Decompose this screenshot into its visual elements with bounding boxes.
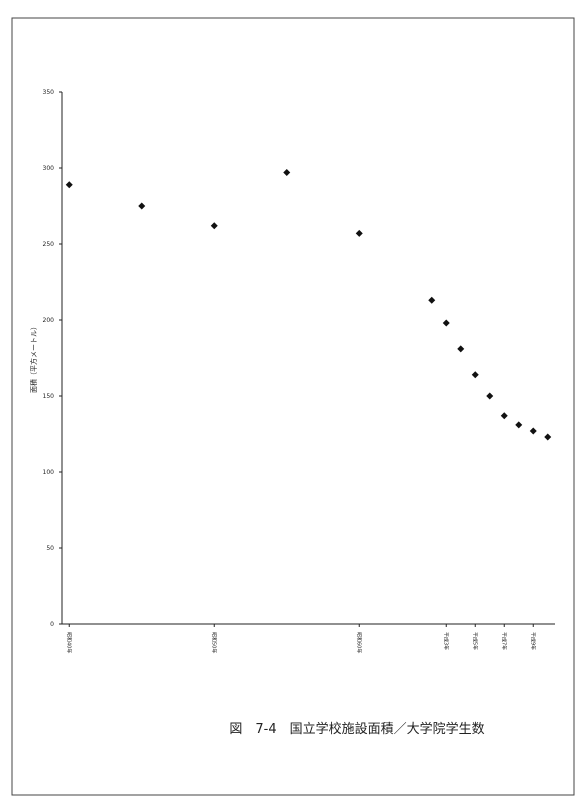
y-tick-label: 50 — [46, 545, 54, 552]
x-tick-label: 昭和60年 — [355, 632, 362, 653]
data-point — [65, 181, 73, 189]
data-point — [283, 169, 291, 177]
data-point — [544, 433, 552, 441]
x-tick-label: 平成9年 — [529, 632, 536, 650]
x-tick-label: 昭和50年 — [210, 632, 217, 653]
data-point — [486, 392, 494, 400]
x-tick-label: 平成7年 — [500, 632, 507, 650]
y-tick-label: 100 — [43, 469, 55, 476]
data-point — [500, 412, 508, 420]
y-tick-label: 250 — [43, 241, 55, 248]
y-tick-label: 350 — [43, 89, 55, 96]
data-point — [471, 371, 479, 379]
data-point — [457, 345, 465, 353]
y-tick-label: 300 — [43, 165, 55, 172]
data-point — [515, 421, 523, 429]
data-point — [428, 296, 436, 304]
data-point — [529, 427, 537, 435]
x-tick-label: 昭和40年 — [65, 632, 72, 653]
y-axis-label: 面積（平方メートル） — [29, 323, 38, 393]
data-point — [442, 319, 450, 327]
figure-caption: 図 7-4 国立学校施設面積／大学院学生数 — [229, 721, 484, 737]
y-tick-label: 0 — [50, 621, 54, 628]
y-tick-label: 150 — [43, 393, 55, 400]
data-point — [355, 229, 363, 237]
x-tick-label: 平成3年 — [442, 632, 449, 650]
y-tick-label: 200 — [43, 317, 55, 324]
data-point — [138, 202, 146, 210]
x-tick-label: 平成5年 — [471, 632, 478, 650]
page-frame — [11, 17, 575, 796]
data-point — [210, 222, 218, 230]
